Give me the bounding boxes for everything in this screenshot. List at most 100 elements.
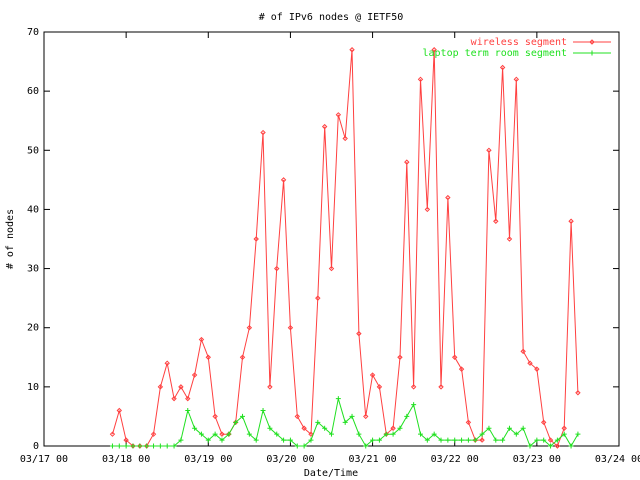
point [472,437,478,443]
point [130,443,136,449]
point [274,431,280,437]
y-tick-label: 0 [33,441,39,452]
point [520,425,526,431]
point [171,443,177,449]
point [233,419,239,425]
point [280,177,287,183]
point [287,437,293,443]
legend-label: laptop term room segment [423,48,568,59]
point [267,384,273,390]
chart-title: # of IPv6 nodes @ IETF50 [259,12,404,23]
point [164,360,170,366]
point [171,395,177,402]
point [328,265,335,272]
point [554,437,560,443]
point [137,443,143,449]
point [376,384,383,390]
point [410,384,417,390]
point [541,437,547,443]
point [349,413,355,419]
point [376,437,382,443]
point [479,431,485,437]
point [431,47,437,53]
y-tick-label: 30 [27,264,39,275]
y-axis-label: # of nodes [5,209,16,269]
point [561,425,567,431]
point [417,76,424,83]
x-tick-label: 03/23 00 [513,454,561,465]
point [116,443,122,449]
point [219,437,225,443]
point [260,129,266,136]
point [356,330,362,337]
point [506,236,513,242]
point [452,354,458,360]
point [260,408,266,414]
point [246,431,252,437]
point [116,407,123,414]
point [301,425,307,431]
point [219,431,225,437]
point [417,431,423,437]
point [329,431,334,437]
point [109,443,115,449]
point [561,431,567,437]
x-tick-label: 03/22 00 [431,454,479,465]
y-tick-label: 10 [27,382,39,393]
point [287,325,294,331]
point [493,437,499,443]
point [548,443,554,449]
point [198,431,204,437]
point [404,159,410,165]
point [479,437,485,443]
point [404,413,410,419]
point [575,431,581,437]
point [308,437,314,443]
legend-point [589,39,595,45]
point [239,354,246,360]
point [534,437,540,443]
point [465,419,472,426]
point [369,372,376,378]
y-tick-label: 20 [27,323,39,334]
point [322,425,328,431]
point [315,295,321,301]
point [144,443,150,449]
point [424,206,431,213]
point [445,437,451,443]
point [390,431,396,437]
point [191,372,198,378]
point [246,325,253,331]
point [226,431,232,437]
x-tick-label: 03/19 00 [184,454,232,465]
plot-border [43,31,620,447]
point [499,64,506,71]
point [185,395,191,402]
y-tick-label: 60 [27,86,39,97]
point [198,336,205,343]
legend-label: wireless segment [471,37,567,48]
point [157,443,163,449]
x-tick-label: 03/21 00 [348,454,396,465]
point [486,425,492,431]
point [575,390,581,396]
point [164,443,170,449]
point [500,437,506,443]
point [383,431,389,437]
point [151,443,157,449]
point [240,413,246,419]
point [178,437,184,443]
point [342,419,348,425]
point [370,437,376,443]
point [411,402,417,408]
y-tick-label: 70 [27,27,39,38]
point [438,437,444,443]
point [178,384,184,390]
point [267,425,273,431]
point [363,413,369,420]
point [301,443,307,449]
point [452,437,458,443]
point [527,360,533,366]
